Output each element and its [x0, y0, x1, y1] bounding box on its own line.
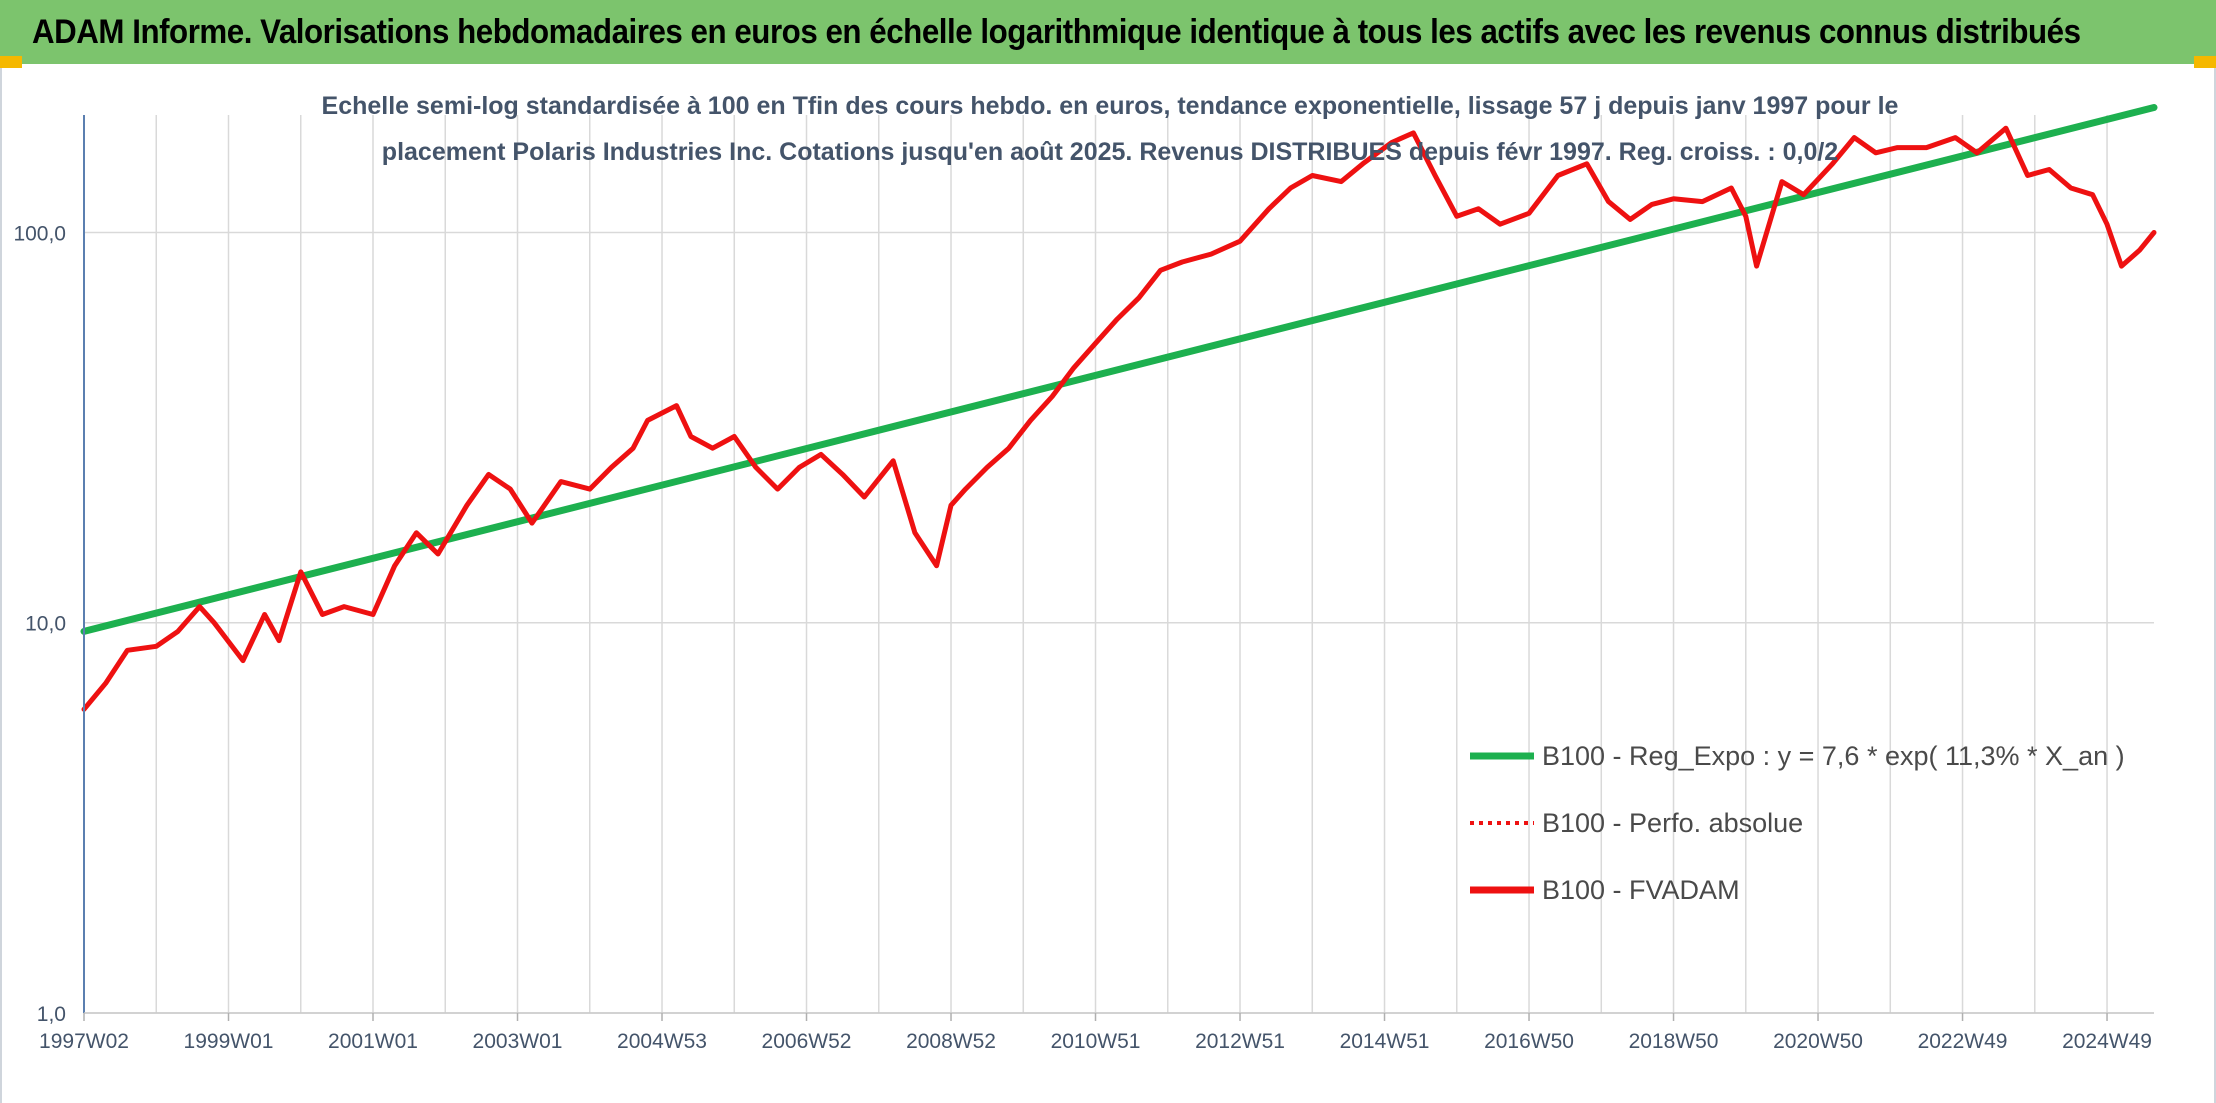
- legend: B100 - Reg_Expo : y = 7,6 * exp( 11,3% *…: [1470, 741, 2125, 905]
- report-banner: ADAM Informe. Valorisations hebdomadaire…: [0, 0, 2216, 64]
- x-tick-label: 2016W50: [1484, 1030, 1574, 1053]
- x-tick-label: 2024W49: [2062, 1030, 2152, 1053]
- x-tick-label: 2006W52: [762, 1030, 852, 1053]
- legend-label: B100 - FVADAM: [1542, 875, 1740, 905]
- axis-layer: 1,0 10,0 100,0 1997W02 1999W01 2001W01 2003W01…: [13, 115, 2154, 1053]
- y-tick-label: 10,0: [25, 613, 66, 636]
- series-layer: [80, 104, 2158, 712]
- x-tick-label: 2012W51: [1195, 1030, 1285, 1053]
- corner-accent-top-left: [0, 56, 22, 68]
- legend-label: B100 - Reg_Expo : y = 7,6 * exp( 11,3% *…: [1542, 741, 2125, 771]
- chart-title-line-1: Echelle semi-log standardisée à 100 en T…: [322, 92, 1899, 120]
- y-tick-label: 100,0: [13, 222, 66, 245]
- legend-item-fvadam: B100 - FVADAM: [1470, 875, 1740, 905]
- chart-area: 1,0 10,0 100,0 1997W02 1999W01 2001W01 2003W01…: [0, 68, 2216, 1103]
- x-tick-label: 2001W01: [328, 1030, 418, 1053]
- legend-item-perfo-absolue: B100 - Perfo. absolue: [1470, 808, 1803, 838]
- y-tick-label: 1,0: [37, 1003, 66, 1026]
- x-tick-label: 2008W52: [906, 1030, 996, 1053]
- trend-line: [80, 104, 2158, 635]
- legend-item-reg-expo: B100 - Reg_Expo : y = 7,6 * exp( 11,3% *…: [1470, 741, 2125, 771]
- x-tick-label: 2010W51: [1051, 1030, 1141, 1053]
- chart-title-line-2: placement Polaris Industries Inc. Cotati…: [382, 138, 1838, 166]
- legend-label: B100 - Perfo. absolue: [1542, 808, 1803, 838]
- corner-accent-top-right: [2194, 56, 2216, 68]
- x-tick-label: 2014W51: [1340, 1030, 1430, 1053]
- x-tick-label: 2004W53: [617, 1030, 707, 1053]
- x-tick-label: 2020W50: [1773, 1030, 1863, 1053]
- x-tick-label: 2018W50: [1629, 1030, 1719, 1053]
- fvadam-line: [81, 125, 2157, 712]
- semilog-chart: 1,0 10,0 100,0 1997W02 1999W01 2001W01 2003W01…: [13, 92, 2158, 1053]
- report-title: ADAM Informe. Valorisations hebdomadaire…: [32, 12, 2081, 51]
- x-tick-label: 1999W01: [184, 1030, 274, 1053]
- x-tick-label: 1997W02: [39, 1030, 129, 1053]
- x-tick-label: 2022W49: [1918, 1030, 2008, 1053]
- x-tick-label: 2003W01: [473, 1030, 563, 1053]
